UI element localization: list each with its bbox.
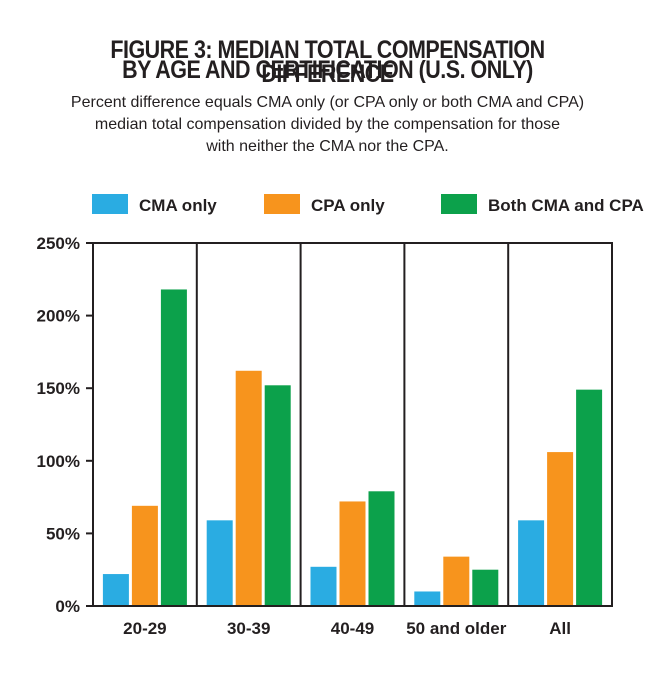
x-tick-label-1: 20-29 bbox=[123, 619, 166, 638]
legend-label-2: CPA only bbox=[311, 196, 385, 215]
legend-swatch-1 bbox=[92, 194, 128, 214]
bar-2-3 bbox=[339, 501, 366, 606]
bar-1-2 bbox=[206, 520, 233, 606]
bar-2-4 bbox=[443, 556, 470, 606]
y-tick-label-6: 250% bbox=[37, 234, 80, 253]
bar-2-2 bbox=[235, 370, 262, 606]
bar-1-4 bbox=[414, 591, 441, 606]
legend-swatch-3 bbox=[441, 194, 477, 214]
bar-1-1 bbox=[102, 574, 129, 606]
bar-3-3 bbox=[368, 491, 395, 606]
x-tick-label-4: 50 and older bbox=[406, 619, 507, 638]
bar-3-4 bbox=[472, 569, 499, 606]
plot-frame bbox=[92, 242, 613, 607]
legend-label-3: Both CMA and CPA bbox=[488, 196, 644, 215]
legend-label-1: CMA only bbox=[139, 196, 217, 215]
chart-title-line-1: FIGURE 3: MEDIAN TOTAL COMPENSATION DIFF… bbox=[110, 36, 545, 88]
chart-subtitle-line-1: Percent difference equals CMA only (or C… bbox=[70, 94, 585, 111]
bar-1-3 bbox=[310, 566, 337, 606]
bar-3-1 bbox=[160, 289, 187, 606]
y-tick-label-1: 0% bbox=[55, 597, 80, 616]
bar-2-1 bbox=[131, 505, 158, 606]
x-tick-label-2: 30-39 bbox=[227, 619, 270, 638]
x-tick-label-5: All bbox=[549, 619, 571, 638]
bar-2-5 bbox=[547, 452, 574, 606]
chart-subtitle-line-2: median total compensation divided by the… bbox=[94, 116, 561, 133]
bar-3-5 bbox=[576, 389, 603, 606]
x-tick-label-3: 40-49 bbox=[331, 619, 374, 638]
chart-subtitle-line-3: with neither the CMA nor the CPA. bbox=[206, 138, 449, 155]
y-tick-label-2: 50% bbox=[46, 524, 80, 543]
y-tick-label-5: 200% bbox=[37, 307, 80, 326]
chart-title-line-2: BY AGE AND CERTIFICATION (U.S. ONLY) bbox=[122, 56, 533, 84]
legend-swatch-2 bbox=[264, 194, 300, 214]
bar-3-2 bbox=[264, 385, 291, 606]
y-tick-label-4: 150% bbox=[37, 379, 80, 398]
y-tick-label-3: 100% bbox=[37, 452, 80, 471]
bar-1-5 bbox=[518, 520, 545, 606]
